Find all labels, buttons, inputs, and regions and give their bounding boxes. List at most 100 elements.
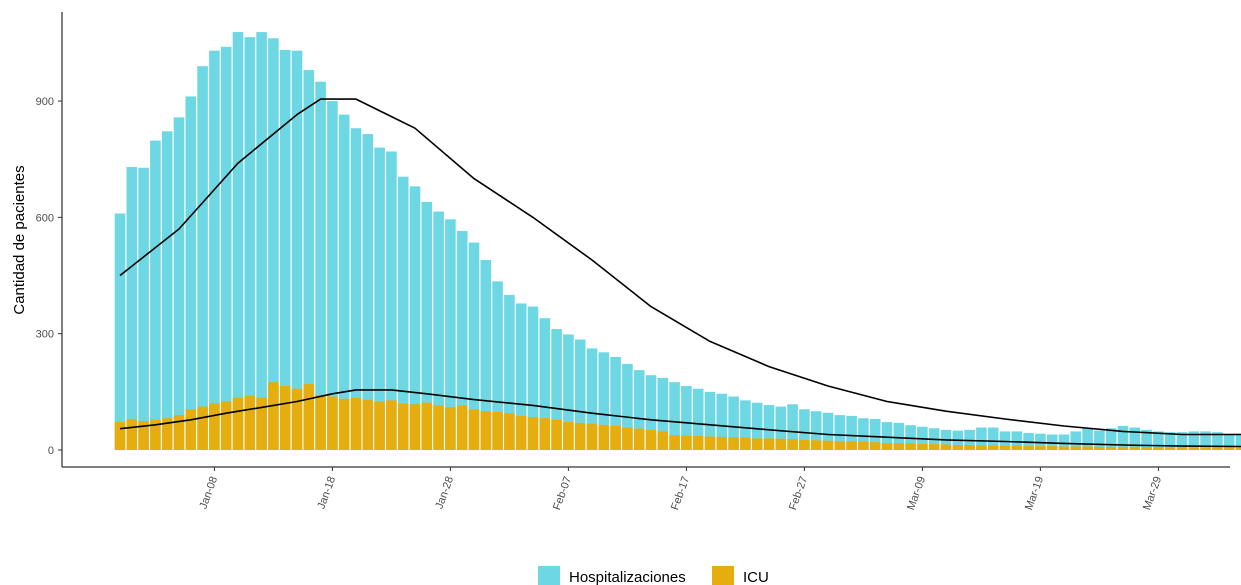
bar-icu-3 (150, 419, 161, 450)
bar-icu-57 (787, 439, 798, 450)
bar-icu-38 (563, 422, 574, 450)
legend-swatch-hospitalizaciones (538, 566, 560, 585)
bar-hospitalizaciones-8 (209, 50, 220, 451)
bar-icu-85 (1117, 446, 1129, 450)
bar-icu-78 (1035, 446, 1046, 450)
bar-hospitalizaciones-81 (1070, 431, 1082, 450)
y-axis-ticks: 0 300 600 900 (36, 96, 62, 457)
bar-icu-48 (681, 435, 692, 450)
bar-icu-49 (692, 436, 704, 450)
bar-icu-71 (952, 444, 964, 450)
bar-hospitalizaciones-63 (858, 418, 869, 450)
bar-hospitalizaciones-13 (268, 38, 279, 450)
bar-icu-33 (504, 413, 515, 450)
bar-icu-66 (893, 443, 905, 450)
bar-hospitalizaciones-15 (291, 50, 303, 451)
bar-hospitalizaciones-49 (692, 388, 704, 450)
bar-icu-79 (1046, 446, 1058, 450)
bar-icu-59 (810, 440, 822, 450)
bar-hospitalizaciones-84 (1105, 428, 1117, 450)
bar-icu-84 (1105, 446, 1117, 450)
bar-icu-21 (362, 399, 374, 450)
bar-icu-72 (964, 444, 975, 450)
bar-hospitalizaciones-30 (468, 242, 480, 450)
bar-hospitalizaciones-92 (1200, 431, 1211, 450)
bar-hospitalizaciones-57 (787, 404, 798, 450)
bar-hospitalizaciones-53 (740, 400, 751, 450)
legend-label-icu: ICU (743, 569, 769, 585)
bar-icu-76 (1011, 445, 1023, 450)
bar-hospitalizaciones-20 (350, 128, 362, 450)
bar-icu-23 (386, 400, 397, 450)
bar-icu-32 (492, 412, 503, 450)
bar-icu-36 (539, 418, 551, 450)
bar-hospitalizaciones-91 (1188, 431, 1200, 450)
bar-icu-5 (173, 415, 185, 450)
bar-icu-43 (622, 427, 633, 450)
bar-icu-68 (917, 443, 928, 450)
bar-icu-62 (846, 441, 857, 450)
bar-hospitalizaciones-31 (480, 260, 492, 450)
bar-hospitalizaciones-24 (397, 176, 409, 451)
bar-icu-54 (751, 438, 763, 450)
bar-icu-46 (657, 431, 669, 450)
bar-icu-41 (598, 424, 610, 450)
legend: Hospitalizaciones ICU (538, 566, 769, 585)
bar-icu-28 (445, 407, 456, 450)
bar-hospitalizaciones-16 (303, 70, 315, 451)
bar-icu-93 (1212, 447, 1223, 450)
bar-hospitalizaciones-32 (492, 281, 503, 450)
bar-icu-81 (1070, 446, 1082, 450)
bar-icu-95 (1235, 447, 1241, 450)
bar-hospitalizaciones-14 (279, 49, 291, 450)
bar-hospitalizaciones-3 (150, 140, 161, 450)
bar-icu-64 (869, 442, 881, 450)
bar-icu-45 (645, 429, 657, 450)
bar-icu-88 (1153, 447, 1164, 450)
bar-icu-20 (350, 397, 362, 450)
bar-icu-27 (433, 405, 444, 450)
bar-hospitalizaciones-27 (433, 211, 444, 450)
bar-hospitalizaciones-33 (504, 294, 515, 450)
bar-icu-12 (256, 397, 267, 450)
bar-hospitalizaciones-85 (1117, 425, 1129, 450)
bar-icu-16 (303, 384, 315, 450)
bar-icu-67 (905, 443, 916, 450)
bar-icu-61 (834, 441, 846, 450)
bar-icu-6 (185, 409, 197, 450)
bar-hospitalizaciones-62 (846, 415, 857, 450)
bar-icu-91 (1188, 447, 1200, 450)
bar-hospitalizaciones-87 (1141, 429, 1152, 450)
bar-hospitalizaciones-50 (704, 391, 716, 451)
bar-icu-58 (799, 439, 810, 450)
bar-hospitalizaciones-89 (1164, 432, 1176, 450)
bar-icu-13 (268, 382, 279, 450)
y-axis-title: Cantidad de pacientes (11, 165, 28, 314)
bar-hospitalizaciones-83 (1094, 430, 1105, 450)
bar-hospitalizaciones-55 (763, 405, 775, 450)
bar-hospitalizaciones-34 (515, 303, 527, 450)
bar-icu-14 (279, 386, 291, 450)
bar-icu-55 (763, 438, 775, 450)
bar-hospitalizaciones-1 (126, 166, 138, 451)
bar-hospitalizaciones-26 (421, 201, 433, 450)
bar-hospitalizaciones-74 (987, 427, 999, 450)
bar-hospitalizaciones-46 (657, 377, 669, 450)
bar-icu-80 (1058, 446, 1070, 450)
bar-hospitalizaciones-66 (893, 422, 905, 450)
bar-hospitalizaciones-18 (327, 101, 338, 450)
bar-hospitalizaciones-28 (445, 219, 456, 450)
bar-hospitalizaciones-9 (220, 46, 232, 450)
y-tick-label-300: 300 (36, 329, 54, 341)
smooth-line-icu (119, 389, 1241, 448)
bar-icu-92 (1200, 447, 1211, 450)
bar-hospitalizaciones-61 (834, 415, 846, 450)
bar-hospitalizaciones-12 (256, 32, 267, 451)
legend-label-hospitalizaciones: Hospitalizaciones (569, 569, 686, 585)
plot-area (114, 32, 1241, 451)
icu-bars (114, 382, 1241, 450)
bar-icu-90 (1176, 447, 1188, 450)
bar-hospitalizaciones-2 (138, 167, 149, 450)
bar-icu-7 (197, 406, 208, 450)
